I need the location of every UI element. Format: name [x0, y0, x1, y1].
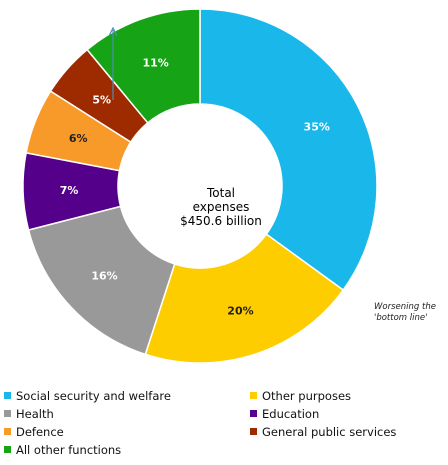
pie-slice	[27, 205, 176, 356]
annotation-line-2: 'bottom line'	[374, 313, 428, 323]
slice-value-label: 20%	[227, 305, 253, 318]
legend-swatch	[250, 410, 257, 417]
slice-value-label: 16%	[91, 270, 117, 283]
legend-item-all-other-functions: All other functions	[4, 442, 121, 458]
legend-swatch	[4, 428, 11, 435]
slice-value-label: 6%	[69, 132, 88, 145]
slice-value-label: 35%	[304, 121, 330, 134]
legend-swatch	[4, 410, 11, 417]
legend-label: General public services	[262, 425, 397, 439]
legend-item-general-public-services: General public services	[250, 424, 396, 440]
legend-swatch	[4, 446, 11, 453]
center-label-line-2: expenses	[193, 200, 250, 214]
center-label-line-3: $450.6 billion	[180, 214, 262, 228]
pie-slice	[86, 8, 201, 124]
legend-swatch	[4, 392, 11, 399]
legend-swatch	[250, 428, 257, 435]
annotation-note: Worsening the 'bottom line'	[374, 302, 436, 324]
legend-item-other-purposes: Other purposes	[250, 388, 351, 404]
legend-label: Defence	[16, 425, 64, 439]
legend-label: Health	[16, 407, 54, 421]
legend-label: Other purposes	[262, 389, 352, 403]
legend-item-defence: Defence	[4, 424, 64, 440]
legend-label: Social security and welfare	[16, 389, 171, 403]
annotation-arrowhead	[108, 26, 118, 37]
annotation-line-1: Worsening the	[374, 302, 436, 312]
pie-slice	[144, 233, 345, 364]
slice-value-label: 7%	[60, 184, 79, 197]
legend-item-education: Education	[250, 406, 319, 422]
legend-label: Education	[262, 407, 320, 421]
pie-slice	[199, 8, 378, 292]
slice-value-label: 11%	[142, 57, 168, 70]
center-label-line-1: Total	[206, 186, 235, 200]
slice-value-label: 5%	[92, 93, 111, 106]
legend-swatch	[250, 392, 257, 399]
legend-label: All other functions	[16, 443, 122, 457]
legend-item-health: Health	[4, 406, 54, 422]
legend-item-social-security: Social security and welfare	[4, 388, 171, 404]
